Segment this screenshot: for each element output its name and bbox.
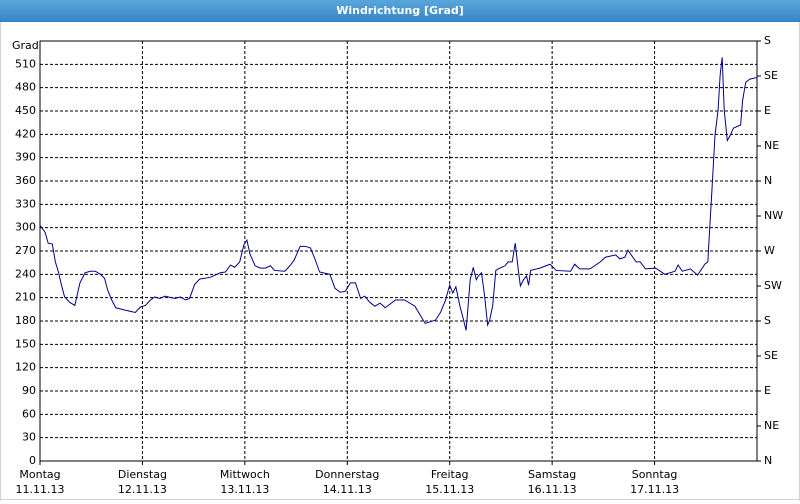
y2-tick-label: S [764, 34, 771, 47]
x-tick-label: Dienstag [118, 468, 167, 481]
x-tick-label: Mittwoch [220, 468, 270, 481]
data-line [39, 57, 758, 331]
x-tick-label: Freitag [431, 468, 469, 481]
x-tick-date: 11.11.13 [16, 483, 65, 496]
x-tick-date: 14.11.13 [323, 483, 372, 496]
chart-title: Windrichtung [Grad] [336, 4, 464, 17]
y-tick-label: 510 [15, 57, 36, 70]
x-tick-date: 16.11.13 [528, 483, 577, 496]
y2-tick-label: E [764, 384, 771, 397]
x-tick-date: 12.11.13 [118, 483, 167, 496]
y-tick-label: 390 [15, 151, 36, 164]
x-tick-date: 15.11.13 [425, 483, 474, 496]
x-tick-label: Sonntag [632, 468, 678, 481]
y-tick-label: 180 [15, 314, 36, 327]
y-tick-label: 60 [22, 407, 36, 420]
y2-tick-label: SE [764, 69, 778, 82]
y2-tick-label: S [764, 314, 771, 327]
y-tick-label: 270 [15, 244, 36, 257]
title-bar [0, 0, 800, 22]
y2-tick-label: E [764, 104, 771, 117]
y-tick-label: 240 [15, 267, 36, 280]
y2-tick-label: NE [764, 139, 779, 152]
y-tick-label: 360 [15, 174, 36, 187]
y-tick-label: 90 [22, 384, 36, 397]
plot-border [39, 40, 758, 462]
y-tick-label: 30 [22, 431, 36, 444]
y-tick-label: 0 [29, 454, 36, 467]
y-tick-label: 450 [15, 104, 36, 117]
y2-tick-label: N [764, 174, 772, 187]
x-tick-date: 13.11.13 [220, 483, 269, 496]
y-axis-label: Grad [12, 39, 39, 52]
y-tick-label: 300 [15, 221, 36, 234]
x-tick-label: Samstag [528, 468, 576, 481]
y-tick-label: 150 [15, 337, 36, 350]
y2-tick-label: NW [764, 209, 783, 222]
x-tick-label: Donnerstag [315, 468, 379, 481]
y2-tick-label: W [764, 244, 775, 257]
x-tick-date: 17.11.13 [630, 483, 679, 496]
y-tick-label: 480 [15, 81, 36, 94]
y-tick-label: 120 [15, 361, 36, 374]
y2-tick-label: SW [764, 279, 782, 292]
x-tick-label: Montag [19, 468, 60, 481]
y-tick-label: 330 [15, 197, 36, 210]
y-tick-label: 210 [15, 291, 36, 304]
y2-tick-label: SE [764, 349, 778, 362]
y2-tick-label: NE [764, 419, 779, 432]
y2-tick-label: N [764, 454, 772, 467]
y-tick-label: 420 [15, 127, 36, 140]
